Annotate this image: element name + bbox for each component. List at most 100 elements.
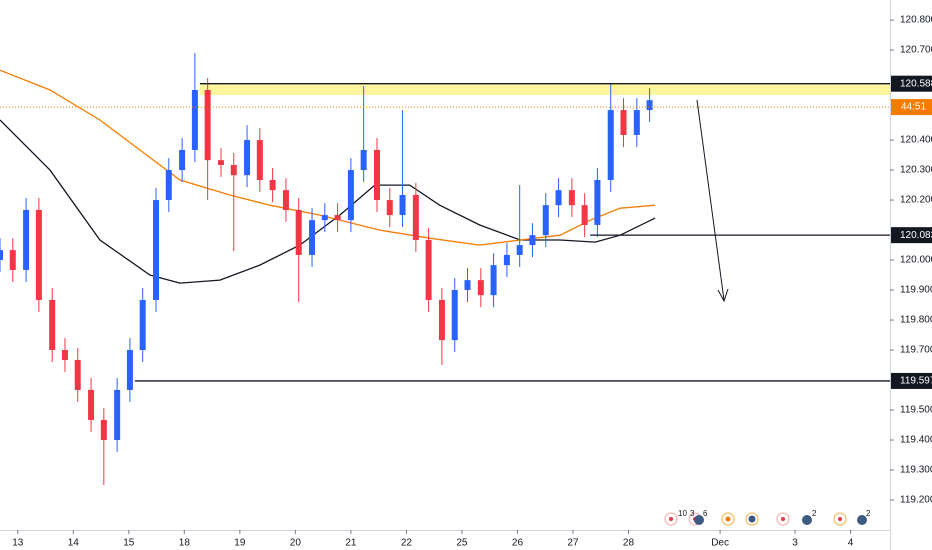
candle-body	[217, 160, 224, 165]
candle-body	[581, 205, 588, 225]
event-count: 2	[812, 509, 817, 518]
event-icon	[781, 517, 785, 521]
moving-average	[0, 119, 656, 284]
level-label: 120.083	[900, 230, 932, 241]
y-tick-label: 120.400	[900, 135, 932, 146]
candle-body	[126, 350, 133, 390]
event-icon	[725, 516, 731, 522]
candle-body	[244, 140, 251, 176]
events: 10 3 6 2 2	[664, 509, 871, 526]
candle-body	[309, 220, 316, 255]
y-tick-label: 119.200	[900, 495, 932, 506]
event-icon	[838, 517, 842, 521]
forecast-arrow	[696, 99, 729, 303]
moving-average	[0, 69, 656, 246]
level-label: 119.597	[900, 376, 932, 387]
candle-body	[230, 164, 237, 176]
candle-body	[153, 200, 160, 300]
y-tick-label: 119.800	[900, 315, 932, 326]
candle-body	[179, 149, 186, 171]
candle-body	[74, 359, 81, 390]
candle-body	[49, 299, 56, 351]
y-tick-label: 120.800	[900, 15, 932, 26]
candle-body	[347, 170, 354, 221]
candle-body	[165, 170, 172, 201]
candle-body	[139, 299, 146, 351]
level-label-bg	[891, 75, 932, 92]
candle-body	[620, 110, 627, 135]
x-tick-label: 13	[12, 538, 24, 549]
x-tick-label: 28	[623, 538, 635, 549]
candle-body	[35, 209, 42, 300]
x-tick-label: 14	[68, 538, 80, 549]
event-icon[interactable]	[857, 515, 867, 525]
current-price-countdown: 44:51	[901, 102, 926, 113]
candle-body	[360, 149, 367, 171]
candle-body	[399, 194, 406, 216]
candle-body	[114, 389, 121, 441]
x-tick-label: 3	[792, 538, 798, 549]
candle-body	[438, 299, 445, 341]
candle-body	[23, 209, 30, 270]
event-icon[interactable]	[802, 515, 812, 525]
candle-body	[412, 194, 419, 240]
x-tick-label: 20	[290, 538, 302, 549]
candle-body	[373, 149, 380, 201]
plot	[0, 53, 890, 486]
x-tick-label: Dec	[711, 538, 729, 549]
candle-body	[9, 250, 16, 270]
y-tick-label: 120.000	[900, 255, 932, 266]
candle-body	[490, 265, 497, 296]
event-count: 6	[703, 509, 708, 518]
candle-body	[204, 89, 211, 161]
y-tick-label: 119.900	[900, 285, 932, 296]
y-tick-label: 120.700	[900, 45, 932, 56]
event-count: 3	[690, 509, 695, 518]
candle-body	[594, 179, 601, 225]
x-tick-label: 25	[456, 538, 468, 549]
level-label-bg	[891, 372, 932, 389]
x-tick-label: 15	[123, 538, 135, 549]
y-tick-label: 119.500	[900, 405, 932, 416]
candle-body	[191, 89, 198, 150]
arrow-head	[717, 288, 729, 303]
event-icon	[669, 517, 673, 521]
candle-body	[386, 200, 393, 216]
candle-body	[451, 290, 458, 341]
candle-body	[321, 215, 328, 221]
candle-body	[607, 110, 614, 180]
candle-body	[61, 350, 68, 360]
event-icon	[748, 515, 756, 523]
x-tick-label: 26	[512, 538, 524, 549]
candle-body	[282, 190, 289, 210]
y-tick-label: 120.300	[900, 165, 932, 176]
x-tick-label: 21	[345, 538, 357, 549]
event-count: 10	[678, 509, 687, 518]
candle-body	[568, 190, 575, 206]
y-tick-label: 120.200	[900, 195, 932, 206]
x-tick-label: 19	[234, 538, 246, 549]
current-price-bg	[891, 99, 932, 116]
candle-body	[633, 110, 640, 135]
candle-body	[503, 254, 510, 266]
event-count: 2	[866, 509, 871, 518]
candle-body	[529, 235, 536, 246]
zone	[199, 83, 890, 96]
candle-body	[295, 209, 302, 255]
candle-body	[425, 239, 432, 300]
candle-body	[88, 389, 95, 420]
level-label: 120.588	[900, 78, 932, 89]
event-icon[interactable]	[694, 515, 704, 525]
candle-body	[100, 419, 107, 441]
y-tick-label: 119.700	[900, 345, 932, 356]
candle-body	[516, 245, 523, 255]
level-label-bg	[891, 227, 932, 244]
y-tick-label: 119.400	[900, 435, 932, 446]
candle-body	[646, 100, 653, 111]
candle-body	[464, 280, 471, 291]
candle-body	[0, 250, 3, 261]
candle-body	[542, 205, 549, 236]
x-tick-label: 27	[567, 538, 579, 549]
